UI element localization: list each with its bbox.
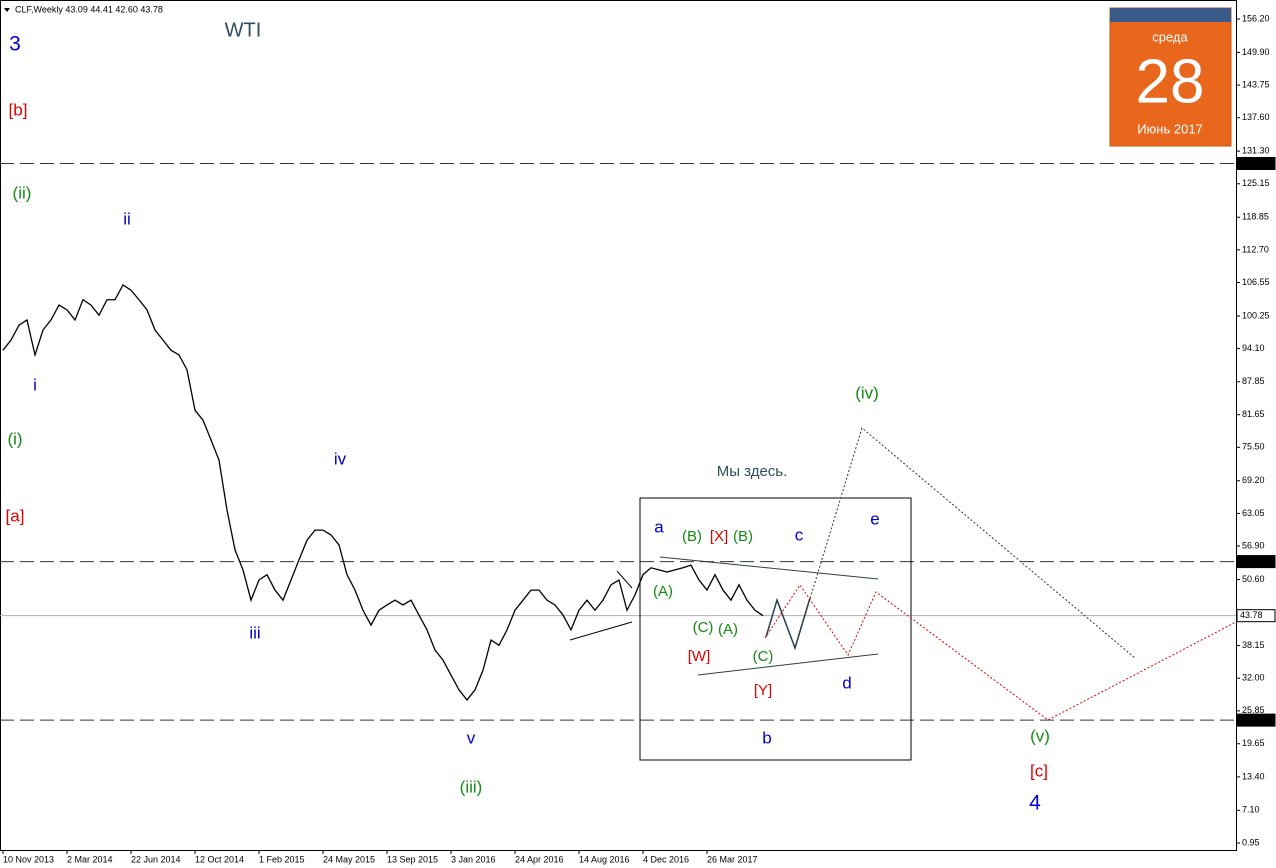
wave-label: iv bbox=[334, 449, 347, 468]
wave-label: (iii) bbox=[460, 777, 483, 796]
wave-label: (A) bbox=[653, 583, 673, 600]
calendar-body bbox=[1109, 7, 1232, 147]
wave-label: 4 bbox=[1029, 792, 1041, 815]
x-tick-label: 24 Apr 2016 bbox=[515, 854, 564, 864]
y-tick-label: 131.30 bbox=[1242, 146, 1270, 156]
y-tick-label: 19.65 bbox=[1242, 738, 1265, 748]
wave-label: [a] bbox=[6, 506, 25, 525]
wave-label: b bbox=[762, 728, 771, 747]
x-tick-label: 12 Oct 2014 bbox=[195, 854, 244, 864]
wave-label: ii bbox=[123, 209, 131, 228]
wave-label: c bbox=[795, 525, 804, 544]
y-tick-label: 118.85 bbox=[1242, 212, 1269, 222]
level-box bbox=[1236, 555, 1276, 569]
wave-label: d bbox=[842, 673, 851, 692]
x-tick-label: 22 Jun 2014 bbox=[131, 854, 181, 864]
projection bbox=[765, 597, 811, 651]
calendar-rings bbox=[1110, 8, 1231, 22]
y-tick-label: 63.05 bbox=[1242, 508, 1265, 518]
wave-label: (B) bbox=[682, 528, 702, 545]
wave-label: [c] bbox=[1030, 761, 1048, 780]
level-box bbox=[1236, 156, 1276, 170]
menu-arrow[interactable] bbox=[4, 8, 10, 12]
wave-label: [W] bbox=[688, 648, 711, 665]
level-box bbox=[1236, 713, 1276, 727]
y-tick-label: 32.00 bbox=[1242, 673, 1265, 683]
y-tick-label: 94.10 bbox=[1242, 343, 1265, 353]
note: Мы здесь. bbox=[717, 463, 788, 480]
trendline bbox=[697, 653, 879, 676]
y-tick-label: 125.15 bbox=[1242, 178, 1270, 188]
x-tick-label: 26 Mar 2017 bbox=[707, 854, 758, 864]
y-tick-label: 13.40 bbox=[1242, 771, 1265, 781]
y-tick-label: 38.15 bbox=[1242, 640, 1265, 650]
wave-label: (C) bbox=[693, 619, 714, 636]
wave-label: e bbox=[870, 509, 879, 528]
wave-label: (v) bbox=[1030, 726, 1050, 745]
y-tick-label: 112.70 bbox=[1242, 244, 1269, 254]
plot-frame bbox=[0, 0, 1237, 851]
x-tick-label: 24 May 2015 bbox=[323, 854, 375, 864]
x-tick-label: 3 Jan 2016 bbox=[451, 854, 496, 864]
y-tick-label: 81.65 bbox=[1242, 409, 1265, 419]
x-tick-label: 1 Feb 2015 bbox=[259, 854, 305, 864]
calendar-day: 28 bbox=[1136, 47, 1205, 116]
calendar-month: Июнь 2017 bbox=[1137, 121, 1203, 136]
box bbox=[639, 497, 912, 761]
y-tick-label: 156.20 bbox=[1242, 13, 1270, 23]
calendar: среда 28 Июнь 2017 bbox=[1109, 7, 1232, 147]
wave-label: iii bbox=[249, 623, 260, 642]
header: CLF,Weekly 43.09 44.41 42.60 43.78 bbox=[15, 4, 163, 14]
wave-label: [b] bbox=[9, 100, 28, 119]
x-tick-label: 10 Nov 2013 bbox=[3, 854, 54, 864]
y-tick-label: 25.85 bbox=[1242, 705, 1265, 715]
x-tick-label: 4 Dec 2016 bbox=[643, 854, 689, 864]
y-tick-label: 7.10 bbox=[1242, 805, 1260, 815]
wave-label: [X] bbox=[710, 528, 728, 545]
wave-label: i bbox=[33, 375, 37, 394]
y-tick-label: 149.90 bbox=[1242, 47, 1270, 57]
wave-label: a bbox=[654, 517, 664, 536]
x-tick-label: 13 Sep 2015 bbox=[387, 854, 438, 864]
chart-title: WTI bbox=[225, 19, 262, 41]
x-tick-label: 14 Aug 2016 bbox=[579, 854, 630, 864]
wave-label: [Y] bbox=[754, 682, 772, 699]
level-box bbox=[1236, 609, 1276, 623]
wave-label: (C) bbox=[753, 648, 774, 665]
wave-label: (ii) bbox=[13, 183, 32, 202]
wave-label: v bbox=[467, 728, 476, 747]
level-label: 53.97 bbox=[1240, 556, 1263, 566]
x-tick-label: 2 Mar 2014 bbox=[67, 854, 113, 864]
wave-label: (i) bbox=[7, 429, 22, 448]
wave-label: 3 bbox=[9, 33, 21, 56]
trendline bbox=[616, 570, 633, 589]
wave-label: (B) bbox=[733, 528, 753, 545]
y-tick-label: 0.95 bbox=[1242, 837, 1260, 847]
level-label: 43.78 bbox=[1240, 610, 1263, 620]
y-tick-label: 69.20 bbox=[1242, 475, 1265, 485]
price-line bbox=[2, 283, 764, 702]
y-tick-label: 143.75 bbox=[1242, 79, 1270, 89]
calendar-weekday: среда bbox=[1152, 29, 1188, 44]
trendline bbox=[659, 556, 879, 580]
level-label: 24.10 bbox=[1240, 714, 1263, 724]
y-tick-label: 137.60 bbox=[1242, 112, 1270, 122]
y-tick-label: 87.85 bbox=[1242, 376, 1265, 386]
projection bbox=[764, 584, 1237, 721]
y-tick-label: 50.60 bbox=[1242, 574, 1265, 584]
wave-label: (iv) bbox=[855, 383, 879, 402]
level-label: 128.98 bbox=[1240, 158, 1268, 168]
y-tick-label: 56.90 bbox=[1242, 540, 1265, 550]
y-tick-label: 75.50 bbox=[1242, 442, 1265, 452]
y-tick-label: 106.55 bbox=[1242, 277, 1270, 287]
y-tick-label: 100.25 bbox=[1242, 310, 1270, 320]
projection bbox=[794, 427, 1136, 659]
trendline bbox=[569, 621, 633, 641]
wave-label: (A) bbox=[718, 621, 738, 638]
